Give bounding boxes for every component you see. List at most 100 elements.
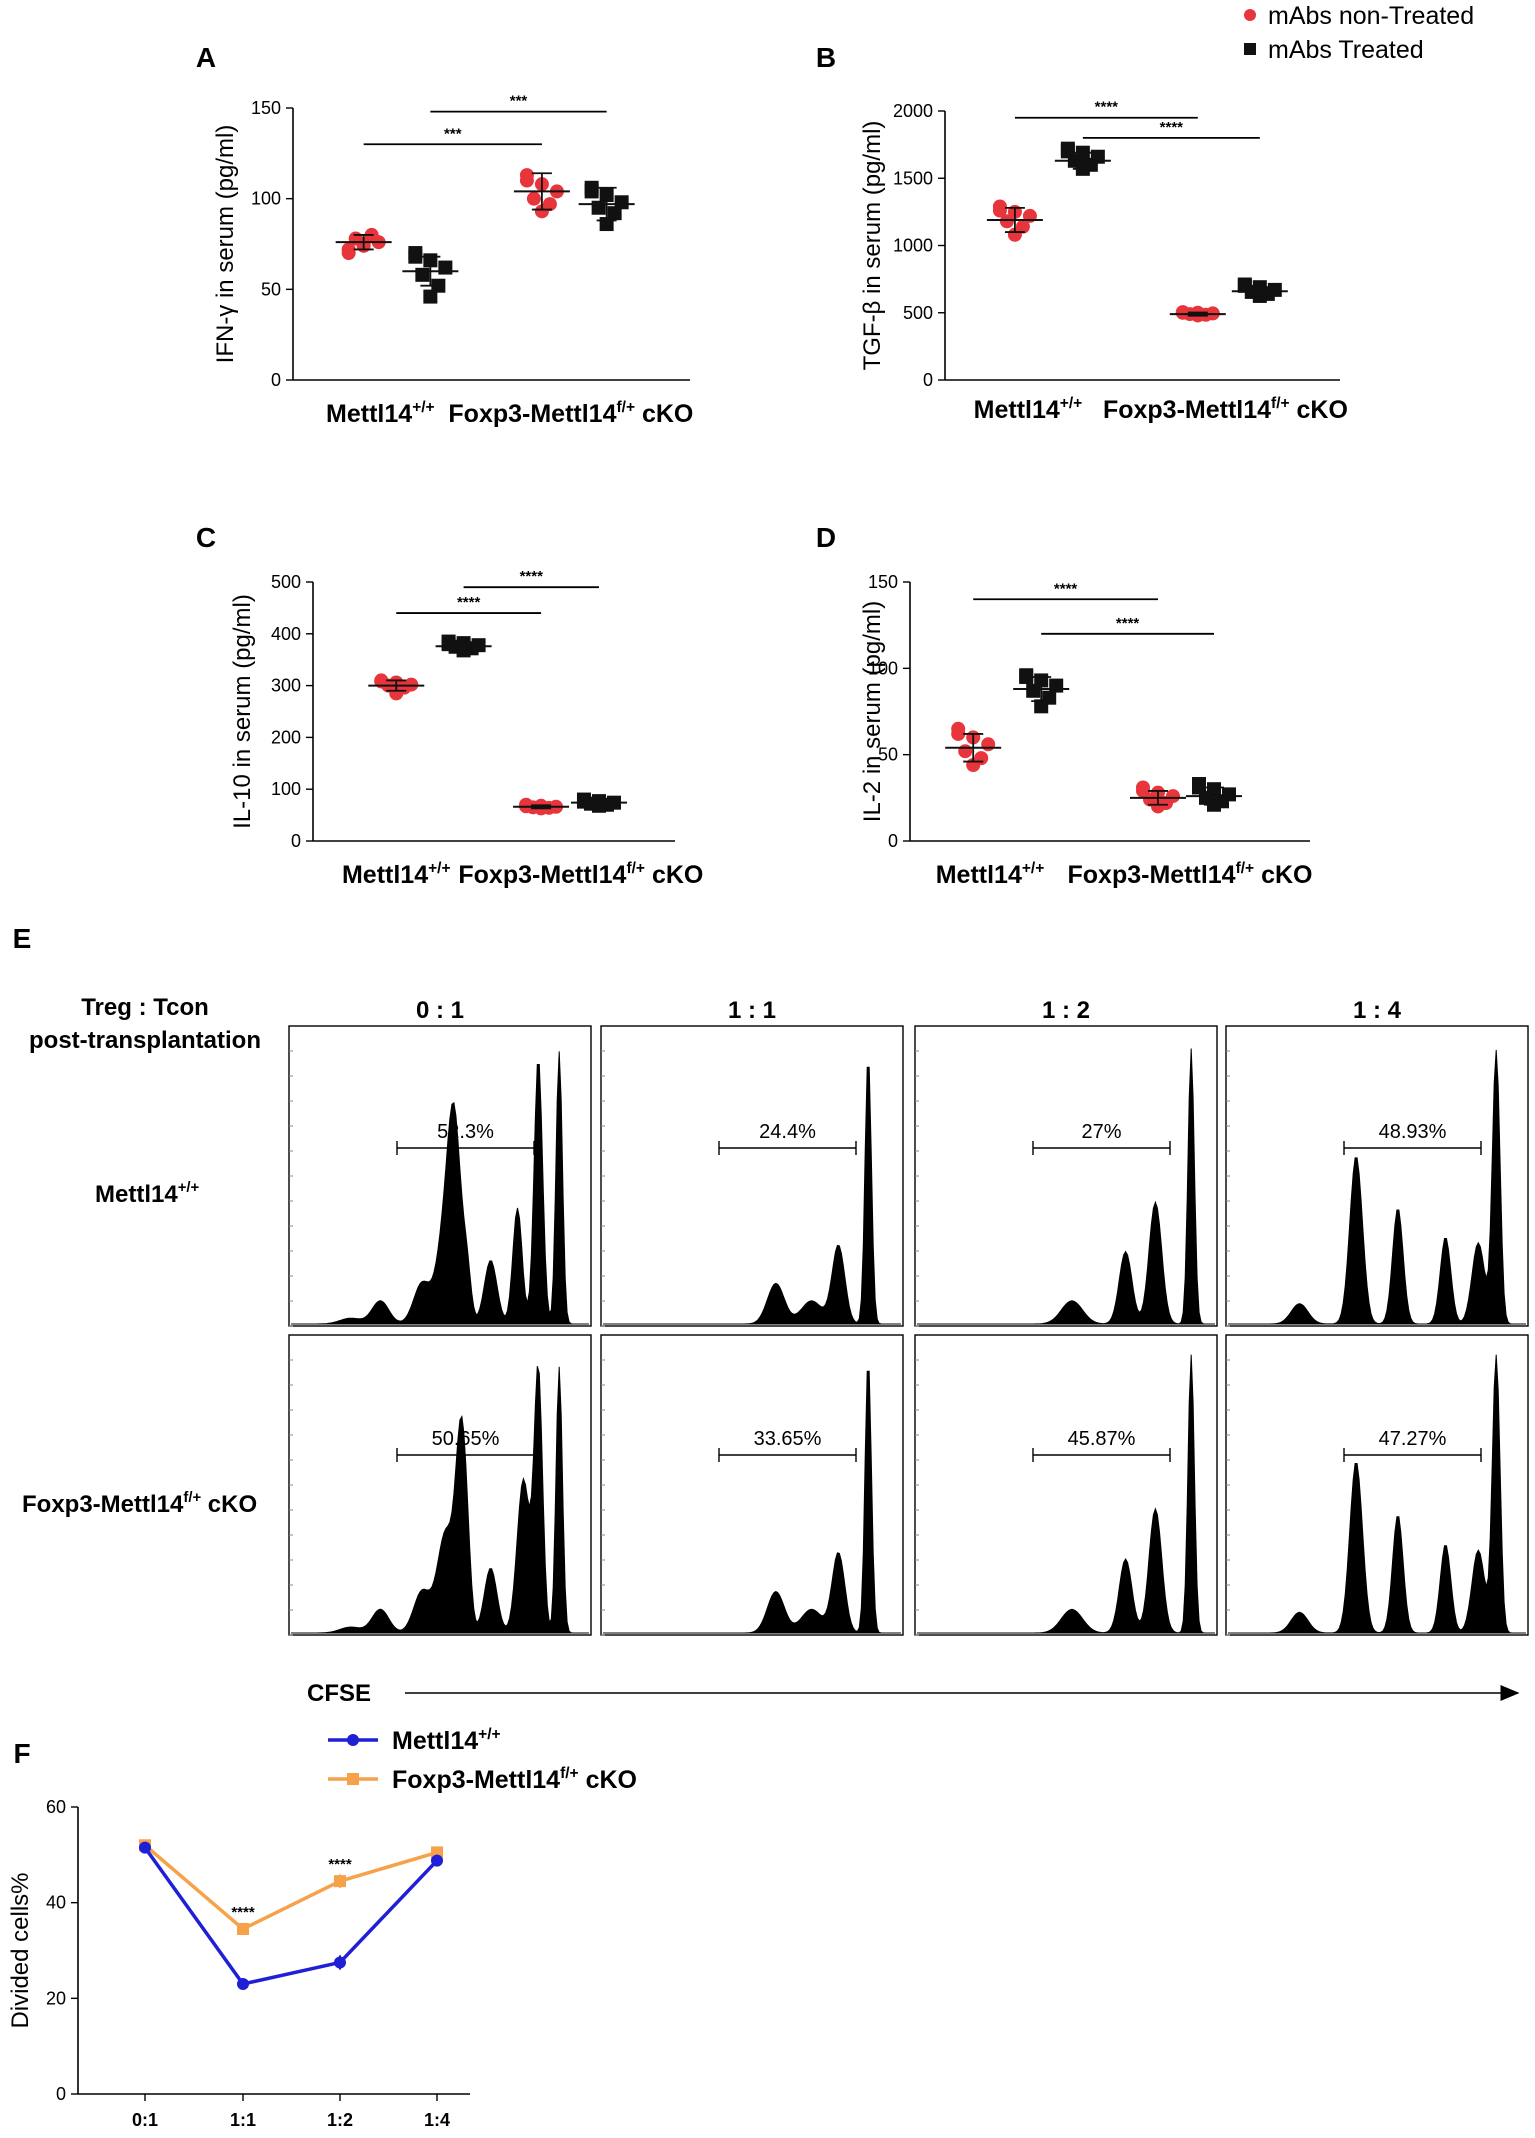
x-tick-label: 1:4: [424, 2110, 450, 2130]
group-label-0-base: Mettl14: [342, 861, 428, 889]
y-tick-label: 100: [868, 658, 898, 678]
column-header: 0 : 1: [416, 997, 464, 1024]
group-label-0-base: Mettl14: [974, 396, 1060, 424]
panel-letter-C: C: [196, 522, 216, 553]
group-label-1-base: Foxp3-Mettl14: [448, 400, 616, 428]
series-line-1: [143, 1843, 438, 1932]
panel-letter-A: A: [196, 42, 216, 73]
panel-c: C 0 100 200 300 400 500 IL-10 in serum (pg/ml) M…: [196, 522, 703, 889]
group-label-1-base: Foxp3-Mettl14: [1068, 861, 1236, 889]
data-point: [614, 195, 629, 210]
y-tick-label: 100: [271, 779, 301, 799]
data-point: [1019, 669, 1034, 684]
panel-letter-D: D: [816, 522, 836, 553]
y-tick-label: 0: [271, 370, 281, 390]
significance-label: ****: [457, 594, 481, 611]
group-label-0-sup: +/+: [412, 399, 434, 416]
significance-label: ***: [444, 125, 462, 142]
cfse-histogram: [291, 1051, 589, 1325]
group-label-1-sup: f/+: [626, 860, 645, 877]
group-label-1: Foxp3-Mettl14f/+ cKO: [458, 860, 703, 889]
panel-d: D 0 50 100 150 IL-2 in serum (pg/ml) Mettl14+/…: [816, 522, 1313, 889]
y-axis-label: IL-10 in serum (pg/ml): [229, 594, 256, 829]
cfse-histogram: [917, 1354, 1215, 1634]
y-tick-label: 0: [56, 2084, 66, 2104]
y-axis-label: IL-2 in serum (pg/ml): [859, 601, 886, 822]
significance-label: ****: [1054, 580, 1078, 597]
data-point: [526, 191, 541, 206]
y-tick-label: 500: [903, 303, 933, 323]
cfse-histogram: [1228, 1354, 1526, 1634]
group-label-0: Mettl14+/+: [342, 860, 451, 889]
gate-label: 45.87%: [1068, 1428, 1136, 1450]
legend-label-0-base: Mettl14: [392, 1727, 478, 1755]
panel-letter-E: E: [13, 923, 32, 954]
data-point: [408, 249, 423, 264]
x-tick-label: 1:1: [230, 2110, 256, 2130]
y-tick-label: 2000: [893, 101, 933, 121]
group-label-1-sup: f/+: [617, 399, 636, 416]
group-label-1: Foxp3-Mettl14f/+ cKO: [1103, 395, 1348, 424]
data-point: [1151, 799, 1165, 814]
row-label-0-sup: +/+: [178, 1180, 200, 1196]
data-point: [341, 246, 356, 261]
y-tick-label: 0: [888, 831, 898, 851]
data-point: [389, 686, 404, 701]
group-label-0-sup: +/+: [428, 860, 450, 877]
data-point: [1136, 783, 1150, 798]
y-axis-label: Divided cells%: [7, 1872, 34, 2028]
y-tick-label: 0: [923, 370, 933, 390]
y-tick-label: 100: [251, 189, 281, 209]
group-label-1-suffix: cKO: [635, 400, 693, 428]
group-label-0-base: Mettl14: [326, 400, 412, 428]
histogram-frame: [600, 1334, 904, 1636]
data-point: [607, 206, 622, 221]
gate-label: 47.27%: [1379, 1428, 1447, 1450]
y-tick-label: 0: [291, 831, 301, 851]
legend-marker: [347, 1734, 359, 1746]
y-tick-label: 400: [271, 624, 301, 644]
group-label-1-base: Foxp3-Mettl14: [1103, 396, 1271, 424]
series-point-0: [237, 1977, 249, 1990]
legend-label-1-suffix: cKO: [579, 1766, 637, 1794]
y-tick-label: 50: [261, 279, 281, 299]
legend-marker-0: [1244, 9, 1256, 21]
series-point-0: [431, 1854, 443, 1867]
panel-f: F 0 20 40 60 0:1 1:1 1:2 1:4 Divided cells% **** **…: [7, 1726, 637, 2130]
data-point: [1060, 144, 1075, 159]
data-point: [958, 744, 973, 759]
group-label-1: Foxp3-Mettl14f/+ cKO: [448, 399, 693, 428]
histogram-frame: [914, 1334, 1218, 1636]
data-point: [999, 214, 1014, 229]
group-label-1-suffix: cKO: [1290, 396, 1348, 424]
data-point: [576, 794, 591, 809]
column-header: 1 : 1: [728, 997, 776, 1024]
row-label-0: Mettl14+/+: [95, 1180, 200, 1208]
panel-b: B 0 500 1000 1500 2000 TGF-β in serum (pg/ml) M…: [816, 42, 1348, 424]
gate-label: 48.93%: [1379, 1121, 1447, 1143]
x-tick-label: 0:1: [132, 2110, 158, 2130]
y-tick-label: 150: [868, 572, 898, 592]
legend-label-0: Mettl14+/+: [392, 1726, 501, 1755]
row-label-1-suffix: cKO: [201, 1491, 257, 1518]
group-label-0: Mettl14+/+: [936, 860, 1045, 889]
row-label-1: Foxp3-Mettl14f/+ cKO: [22, 1490, 257, 1518]
gate-label: 33.65%: [754, 1428, 822, 1450]
y-tick-label: 40: [46, 1893, 66, 1913]
histogram-frame: [914, 1025, 1218, 1327]
data-point: [441, 637, 456, 652]
row-label-0-base: Mettl14: [95, 1181, 178, 1208]
column-header: 1 : 4: [1353, 997, 1402, 1024]
legend-label-0-sup: +/+: [478, 1726, 500, 1743]
y-tick-label: 1500: [893, 168, 933, 188]
header-line-2: post-transplantation: [29, 1027, 261, 1054]
data-point: [992, 203, 1007, 218]
y-axis-label: IFN-γ in serum (pg/ml): [212, 125, 239, 364]
series-point-1: [237, 1922, 249, 1935]
cfse-histogram: [603, 1066, 901, 1325]
data-point: [1175, 305, 1190, 320]
cfse-histogram: [603, 1370, 901, 1634]
data-point: [1026, 683, 1041, 698]
significance-label: ****: [1116, 615, 1140, 632]
gate-label: 27%: [1081, 1121, 1121, 1143]
